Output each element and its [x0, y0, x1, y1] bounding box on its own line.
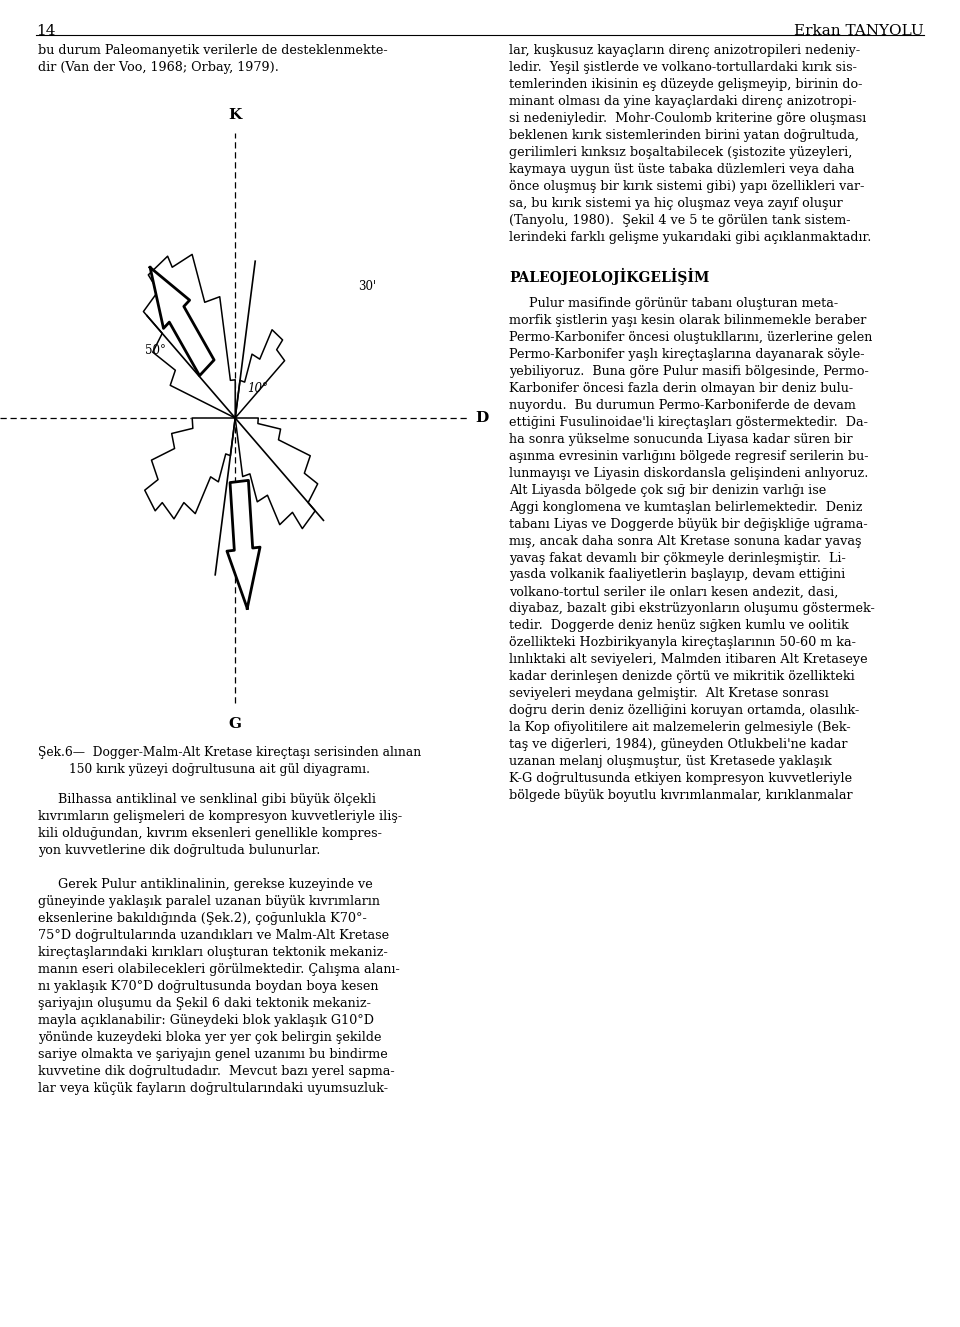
Text: kili olduğundan, kıvrım eksenleri genellikle kompres-: kili olduğundan, kıvrım eksenleri genell… [38, 827, 382, 840]
Text: Pulur masifinde görünür tabanı oluşturan meta-: Pulur masifinde görünür tabanı oluşturan… [509, 297, 838, 309]
Text: si nedeniyledir.  Mohr-Coulomb kriterine göre oluşması: si nedeniyledir. Mohr-Coulomb kriterine … [509, 111, 866, 125]
Text: lar veya küçük fayların doğrultularındaki uyumsuzluk-: lar veya küçük fayların doğrultularındak… [38, 1082, 389, 1095]
Text: sariye olmakta ve şariyajın genel uzanımı bu bindirme: sariye olmakta ve şariyajın genel uzanım… [38, 1048, 388, 1060]
Text: manın eseri olabilecekleri görülmektedir. Çalışma alanı-: manın eseri olabilecekleri görülmektedir… [38, 963, 400, 975]
Text: önce oluşmuş bir kırık sistemi gibi) yapı özellikleri var-: önce oluşmuş bir kırık sistemi gibi) yap… [509, 179, 864, 192]
Text: morfik şistlerin yaşı kesin olarak bilinmemekle beraber: morfik şistlerin yaşı kesin olarak bilin… [509, 313, 866, 326]
Text: seviyeleri meydana gelmiştir.  Alt Kretase sonrası: seviyeleri meydana gelmiştir. Alt Kretas… [509, 687, 828, 701]
Text: yavaş fakat devamlı bir çökmeyle derinleşmiştir.  Li-: yavaş fakat devamlı bir çökmeyle derinle… [509, 552, 846, 564]
Text: ledir.  Yeşil şistlerde ve volkano-tortullardaki kırık sis-: ledir. Yeşil şistlerde ve volkano-tortul… [509, 61, 856, 74]
Text: beklenen kırık sistemlerinden birini yatan doğrultuda,: beklenen kırık sistemlerinden birini yat… [509, 129, 859, 142]
Text: Permo-Karbonifer yaşlı kireçtaşlarına dayanarak söyle-: Permo-Karbonifer yaşlı kireçtaşlarına da… [509, 348, 864, 361]
Text: D: D [475, 411, 489, 425]
Text: mayla açıklanabilir: Güneydeki blok yaklaşık G10°D: mayla açıklanabilir: Güneydeki blok yakl… [38, 1014, 374, 1027]
Text: kıvrımların gelişmeleri de kompresyon kuvvetleriyle iliş-: kıvrımların gelişmeleri de kompresyon ku… [38, 809, 402, 823]
Text: şariyajın oluşumu da Şekil 6 daki tektonik mekaniz-: şariyajın oluşumu da Şekil 6 daki tekton… [38, 997, 372, 1010]
Text: 50°: 50° [145, 344, 166, 357]
Text: taş ve diğerleri, 1984), güneyden Otlukbeli'ne kadar: taş ve diğerleri, 1984), güneyden Otlukb… [509, 738, 848, 751]
Text: tabanı Liyas ve Doggerde büyük bir değişkliğe uğrama-: tabanı Liyas ve Doggerde büyük bir değiş… [509, 518, 868, 531]
Text: uzanan melanj oluşmuştur, üst Kretasede yaklaşık: uzanan melanj oluşmuştur, üst Kretasede … [509, 755, 831, 768]
Text: ha sonra yükselme sonucunda Liyasa kadar süren bir: ha sonra yükselme sonucunda Liyasa kadar… [509, 433, 852, 446]
Text: Alt Liyasda bölgede çok sığ bir denizin varlığı ise: Alt Liyasda bölgede çok sığ bir denizin … [509, 483, 826, 496]
Text: 75°D doğrultularında uzandıkları ve Malm-Alt Kretase: 75°D doğrultularında uzandıkları ve Malm… [38, 929, 390, 942]
Text: 10°: 10° [247, 382, 268, 394]
Text: Aggi konglomena ve kumtaşlan belirlemektedir.  Deniz: Aggi konglomena ve kumtaşlan belirlemekt… [509, 500, 862, 514]
Text: gerilimleri kınksız boşaltabilecek (şistozite yüzeyleri,: gerilimleri kınksız boşaltabilecek (şist… [509, 146, 852, 159]
Text: yönünde kuzeydeki bloka yer yer çok belirgin şekilde: yönünde kuzeydeki bloka yer yer çok beli… [38, 1031, 382, 1044]
Polygon shape [235, 329, 284, 418]
Text: bu durum Paleomanyetik verilerle de desteklenmekte-: bu durum Paleomanyetik verilerle de dest… [38, 44, 388, 57]
Text: 150 kırık yüzeyi doğrultusuna ait gül diyagramı.: 150 kırık yüzeyi doğrultusuna ait gül di… [38, 763, 371, 776]
Text: yasda volkanik faaliyetlerin başlayıp, devam ettiğini: yasda volkanik faaliyetlerin başlayıp, d… [509, 568, 845, 581]
Text: Permo-Karbonifer öncesi oluştukllarını, üzerlerine gelen: Permo-Karbonifer öncesi oluştukllarını, … [509, 330, 873, 344]
Polygon shape [150, 268, 214, 376]
Text: Gerek Pulur antiklinalinin, gerekse kuzeyinde ve: Gerek Pulur antiklinalinin, gerekse kuze… [38, 878, 373, 890]
Text: doğru derin deniz özelliğini koruyan ortamda, olasılık-: doğru derin deniz özelliğini koruyan ort… [509, 705, 859, 718]
Text: kaymaya uygun üst üste tabaka düzlemleri veya daha: kaymaya uygun üst üste tabaka düzlemleri… [509, 163, 854, 175]
Text: volkano-tortul seriler ile onları kesen andezit, dasi,: volkano-tortul seriler ile onları kesen … [509, 585, 838, 598]
Text: tedir.  Doggerde deniz henüz sığken kumlu ve oolitik: tedir. Doggerde deniz henüz sığken kumlu… [509, 620, 849, 633]
Text: kadar derinleşen denizde çörtü ve mikritik özellikteki: kadar derinleşen denizde çörtü ve mikrit… [509, 670, 854, 683]
Text: K-G doğrultusunda etkiyen kompresyon kuvvetleriyle: K-G doğrultusunda etkiyen kompresyon kuv… [509, 772, 852, 786]
Text: Erkan TANYOLU: Erkan TANYOLU [794, 24, 924, 38]
Text: Karbonifer öncesi fazla derin olmayan bir deniz bulu-: Karbonifer öncesi fazla derin olmayan bi… [509, 382, 852, 394]
Text: kireçtaşlarındaki kırıkları oluşturan tektonik mekaniz-: kireçtaşlarındaki kırıkları oluşturan te… [38, 946, 388, 959]
Text: minant olması da yine kayaçlardaki direnç anizotropi-: minant olması da yine kayaçlardaki diren… [509, 94, 856, 107]
Text: lerindeki farklı gelişme yukarıdaki gibi açıklanmaktadır.: lerindeki farklı gelişme yukarıdaki gibi… [509, 231, 871, 244]
Text: Şek.6—  Dogger-Malm-Alt Kretase kireçtaşı serisinden alınan: Şek.6— Dogger-Malm-Alt Kretase kireçtaşı… [38, 746, 421, 759]
Text: mış, ancak daha sonra Alt Kretase sonuna kadar yavaş: mış, ancak daha sonra Alt Kretase sonuna… [509, 535, 861, 548]
Text: aşınma evresinin varlığını bölgede regresif serilerin bu-: aşınma evresinin varlığını bölgede regre… [509, 450, 868, 463]
Text: kuvvetine dik doğrultudadır.  Mevcut bazı yerel sapma-: kuvvetine dik doğrultudadır. Mevcut bazı… [38, 1064, 395, 1078]
Text: nuyordu.  Bu durumun Permo-Karboniferde de devam: nuyordu. Bu durumun Permo-Karboniferde d… [509, 398, 855, 411]
Text: lunmayışı ve Liyasin diskordansla gelişindeni anlıyoruz.: lunmayışı ve Liyasin diskordansla gelişi… [509, 467, 868, 479]
Text: lar, kuşkusuz kayaçların direnç anizotropileri nedeniy-: lar, kuşkusuz kayaçların direnç anizotro… [509, 44, 860, 57]
Text: güneyinde yaklaşık paralel uzanan büyük kıvrımların: güneyinde yaklaşık paralel uzanan büyük … [38, 894, 380, 908]
Text: temlerinden ikisinin eş düzeyde gelişmeyip, birinin do-: temlerinden ikisinin eş düzeyde gelişmey… [509, 78, 862, 90]
Text: la Kop ofiyolitilere ait malzemelerin gelmesiyle (Bek-: la Kop ofiyolitilere ait malzemelerin ge… [509, 722, 851, 734]
Polygon shape [235, 418, 318, 528]
Polygon shape [145, 418, 235, 519]
Text: Bilhassa antiklinal ve senklinal gibi büyük ölçekli: Bilhassa antiklinal ve senklinal gibi bü… [38, 794, 376, 805]
Text: diyabaz, bazalt gibi ekstrüzyonların oluşumu göstermek-: diyabaz, bazalt gibi ekstrüzyonların olu… [509, 602, 875, 616]
Text: 14: 14 [36, 24, 56, 38]
Text: sa, bu kırık sistemi ya hiç oluşmaz veya zayıf oluşur: sa, bu kırık sistemi ya hiç oluşmaz veya… [509, 196, 843, 210]
Text: ettiğini Fusulinoidae'li kireçtaşları göstermektedir.  Da-: ettiğini Fusulinoidae'li kireçtaşları gö… [509, 415, 868, 429]
Text: G: G [228, 717, 242, 731]
Polygon shape [227, 480, 260, 608]
Text: 30': 30' [358, 280, 376, 293]
Text: nı yaklaşık K70°D doğrultusunda boydan boya kesen: nı yaklaşık K70°D doğrultusunda boydan b… [38, 979, 379, 993]
Polygon shape [143, 255, 235, 418]
Text: yebiliyoruz.  Buna göre Pulur masifi bölgesinde, Permo-: yebiliyoruz. Buna göre Pulur masifi bölg… [509, 365, 869, 378]
Text: yon kuvvetlerine dik doğrultuda bulunurlar.: yon kuvvetlerine dik doğrultuda bulunurl… [38, 844, 321, 857]
Text: dir (Van der Voo, 1968; Orbay, 1979).: dir (Van der Voo, 1968; Orbay, 1979). [38, 61, 279, 74]
Text: eksenlerine bakıldığında (Şek.2), çoğunlukla K70°-: eksenlerine bakıldığında (Şek.2), çoğunl… [38, 912, 367, 925]
Text: PALEOJEOLOJİKGELİŞİM: PALEOJEOLOJİKGELİŞİM [509, 268, 709, 285]
Text: K: K [228, 107, 242, 122]
Text: lınlıktaki alt seviyeleri, Malmden itibaren Alt Kretaseye: lınlıktaki alt seviyeleri, Malmden itiba… [509, 653, 868, 666]
Text: (Tanyolu, 1980).  Şekil 4 ve 5 te görülen tank sistem-: (Tanyolu, 1980). Şekil 4 ve 5 te görülen… [509, 214, 851, 227]
Text: özellikteki Hozbirikyanyla kireçtaşlarının 50-60 m ka-: özellikteki Hozbirikyanyla kireçtaşların… [509, 637, 855, 649]
Text: bölgede büyük boyutlu kıvrımlanmalar, kırıklanmalar: bölgede büyük boyutlu kıvrımlanmalar, kı… [509, 790, 852, 803]
